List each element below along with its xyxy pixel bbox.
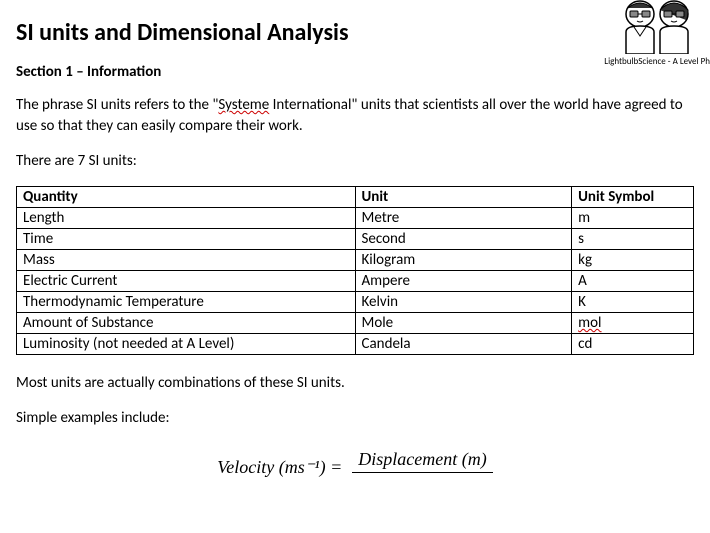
cell-symbol: A	[572, 271, 694, 292]
logo-tagline: LightbulbScience - A Level Ph	[604, 56, 710, 67]
logo-brand: LightbulbScience - A Level Ph	[604, 0, 710, 67]
cell-unit: Second	[355, 229, 572, 250]
logo-illustration	[604, 0, 710, 54]
table-header-row: Quantity Unit Unit Symbol	[17, 187, 694, 208]
page-title: SI units and Dimensional Analysis	[16, 18, 694, 47]
cell-symbol: m	[572, 208, 694, 229]
header-symbol: Unit Symbol	[572, 187, 694, 208]
cell-unit: Mole	[355, 313, 572, 334]
table-row: MassKilogramkg	[17, 250, 694, 271]
cell-unit: Kilogram	[355, 250, 572, 271]
cell-symbol: kg	[572, 250, 694, 271]
cell-unit: Kelvin	[355, 292, 572, 313]
count-line: There are 7 SI units:	[16, 151, 694, 172]
cell-symbol: s	[572, 229, 694, 250]
equation-numerator: Displacement (m)	[352, 449, 492, 473]
cell-quantity: Amount of Substance	[17, 313, 356, 334]
cell-quantity: Length	[17, 208, 356, 229]
header-quantity: Quantity	[17, 187, 356, 208]
cell-symbol: K	[572, 292, 694, 313]
equation-left: Velocity (ms⁻¹) =	[217, 443, 342, 478]
equation-fraction: Displacement (m)	[352, 449, 492, 473]
cell-unit: Candela	[355, 334, 572, 355]
cell-symbol: mol	[572, 313, 694, 334]
table-row: LengthMetrem	[17, 208, 694, 229]
cell-quantity: Luminosity (not needed at A Level)	[17, 334, 356, 355]
velocity-equation: Velocity (ms⁻¹) = Displacement (m)	[16, 443, 694, 478]
cell-quantity: Electric Current	[17, 271, 356, 292]
examples-line: Simple examples include:	[16, 408, 694, 429]
combinations-line: Most units are actually combinations of …	[16, 373, 694, 394]
cell-quantity: Time	[17, 229, 356, 250]
cell-quantity: Thermodynamic Temperature	[17, 292, 356, 313]
table-row: TimeSeconds	[17, 229, 694, 250]
header-unit: Unit	[355, 187, 572, 208]
section-heading: Section 1 – Information	[16, 63, 694, 81]
table-row: Electric CurrentAmpereA	[17, 271, 694, 292]
cell-quantity: Mass	[17, 250, 356, 271]
table-row: Luminosity (not needed at A Level)Candel…	[17, 334, 694, 355]
intro-paragraph: The phrase SI units refers to the "Syste…	[16, 95, 694, 137]
intro-text: The phrase SI units refers to the "	[16, 96, 218, 114]
cell-symbol: cd	[572, 334, 694, 355]
si-units-table: Quantity Unit Unit Symbol LengthMetremTi…	[16, 186, 694, 355]
table-row: Thermodynamic TemperatureKelvinK	[17, 292, 694, 313]
cell-unit: Ampere	[355, 271, 572, 292]
spelling-underline: Systeme	[218, 96, 269, 114]
cell-unit: Metre	[355, 208, 572, 229]
table-row: Amount of SubstanceMolemol	[17, 313, 694, 334]
